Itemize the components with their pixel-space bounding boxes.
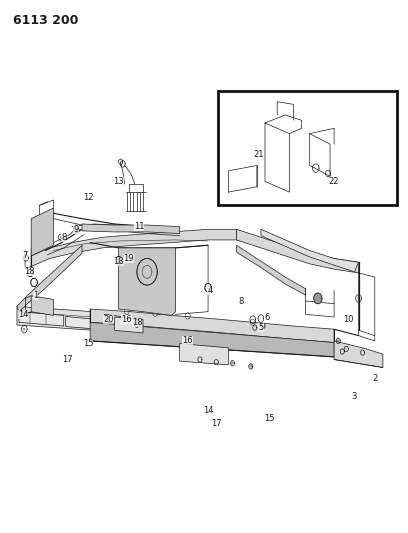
Bar: [218, 91, 397, 205]
Polygon shape: [261, 229, 359, 272]
Polygon shape: [116, 256, 122, 264]
Text: 4: 4: [208, 286, 213, 295]
Polygon shape: [17, 245, 82, 312]
Text: 20: 20: [103, 315, 114, 324]
Polygon shape: [205, 284, 211, 292]
Polygon shape: [134, 320, 140, 327]
Polygon shape: [334, 341, 383, 368]
Text: 5: 5: [258, 323, 264, 332]
Text: 15: 15: [83, 339, 93, 348]
Text: 14: 14: [203, 406, 213, 415]
Polygon shape: [31, 229, 237, 266]
Text: 22: 22: [329, 177, 339, 186]
Text: 2: 2: [372, 374, 377, 383]
Text: 8: 8: [238, 296, 243, 305]
Text: 17: 17: [62, 355, 73, 364]
Text: 12: 12: [83, 193, 93, 202]
Polygon shape: [27, 269, 33, 277]
Polygon shape: [119, 248, 175, 316]
Text: 14: 14: [18, 310, 28, 319]
Text: 18: 18: [132, 318, 142, 327]
Polygon shape: [314, 293, 322, 304]
Text: 21: 21: [254, 150, 264, 159]
Text: 6113 200: 6113 200: [13, 14, 78, 27]
Polygon shape: [137, 259, 157, 285]
Text: 1: 1: [33, 291, 38, 300]
Polygon shape: [237, 245, 306, 295]
Text: 19: 19: [124, 254, 134, 263]
Polygon shape: [31, 278, 37, 287]
Text: 15: 15: [264, 414, 274, 423]
Text: 18: 18: [24, 268, 34, 276]
Text: 18: 18: [113, 257, 124, 265]
Polygon shape: [82, 224, 180, 233]
Text: 10: 10: [343, 315, 354, 324]
Text: 16: 16: [182, 336, 193, 345]
Text: 11: 11: [134, 222, 144, 231]
Text: 6: 6: [264, 312, 270, 321]
Polygon shape: [237, 229, 359, 273]
Text: 13: 13: [113, 177, 124, 186]
Polygon shape: [66, 317, 98, 329]
Polygon shape: [31, 296, 53, 316]
Text: 17: 17: [211, 419, 222, 428]
Polygon shape: [115, 317, 143, 333]
Polygon shape: [31, 208, 53, 256]
Polygon shape: [17, 306, 131, 333]
Text: 3: 3: [352, 392, 357, 401]
Polygon shape: [19, 312, 64, 326]
Text: 9: 9: [73, 225, 79, 234]
Polygon shape: [90, 309, 334, 343]
Text: 8: 8: [61, 233, 67, 242]
Text: 16: 16: [122, 315, 132, 324]
Polygon shape: [90, 322, 334, 357]
Polygon shape: [180, 344, 228, 365]
Text: 7: 7: [22, 252, 28, 260]
